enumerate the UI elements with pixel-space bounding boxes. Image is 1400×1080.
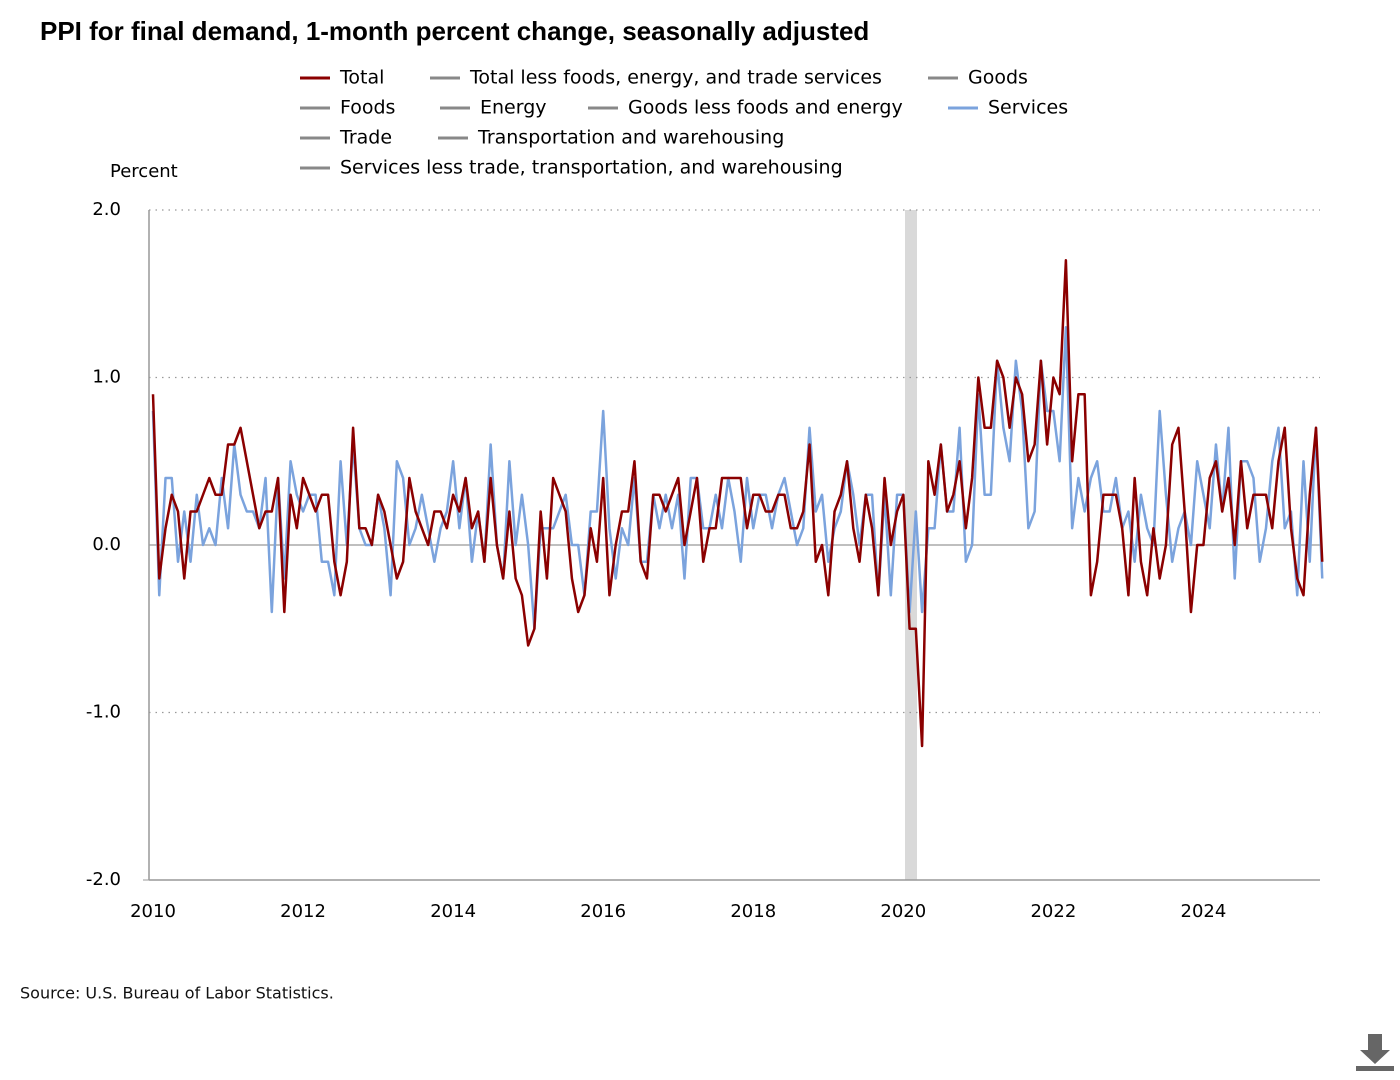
- y-axis-label: Percent: [110, 161, 178, 182]
- chart-title: PPI for final demand, 1-month percent ch…: [40, 16, 869, 46]
- x-tick-label: 2012: [280, 901, 326, 922]
- plot-area: [143, 209, 1324, 881]
- legend-label: Goods less foods and energy: [628, 97, 903, 119]
- legend-label: Services: [988, 97, 1068, 119]
- legend-label: Foods: [340, 97, 395, 119]
- y-tick-label: -2.0: [86, 869, 121, 890]
- y-tick-label: -1.0: [86, 702, 121, 723]
- legend-label: Energy: [480, 97, 547, 119]
- legend-label: Goods: [968, 67, 1028, 89]
- y-tick-label: 1.0: [92, 367, 121, 388]
- legend-label: Total less foods, energy, and trade serv…: [469, 67, 882, 89]
- x-tick-label: 2016: [580, 901, 626, 922]
- x-tick-label: 2014: [430, 901, 476, 922]
- x-tick-label: 2022: [1030, 901, 1076, 922]
- legend-label: Transportation and warehousing: [477, 127, 784, 149]
- legend-label: Total: [339, 67, 384, 89]
- source-note: Source: U.S. Bureau of Labor Statistics.: [20, 984, 334, 1003]
- x-tick-label: 2018: [730, 901, 776, 922]
- legend-label: Trade: [339, 127, 392, 149]
- x-tick-label: 2010: [130, 901, 176, 922]
- y-tick-label: 0.0: [92, 534, 121, 555]
- x-tick-label: 2020: [880, 901, 926, 922]
- x-tick-label: 2024: [1181, 901, 1227, 922]
- series-line: [151, 259, 1324, 748]
- y-tick-label: 2.0: [92, 199, 121, 220]
- legend-label: Services less trade, transportation, and…: [340, 157, 843, 179]
- download-button[interactable]: [1350, 1030, 1394, 1074]
